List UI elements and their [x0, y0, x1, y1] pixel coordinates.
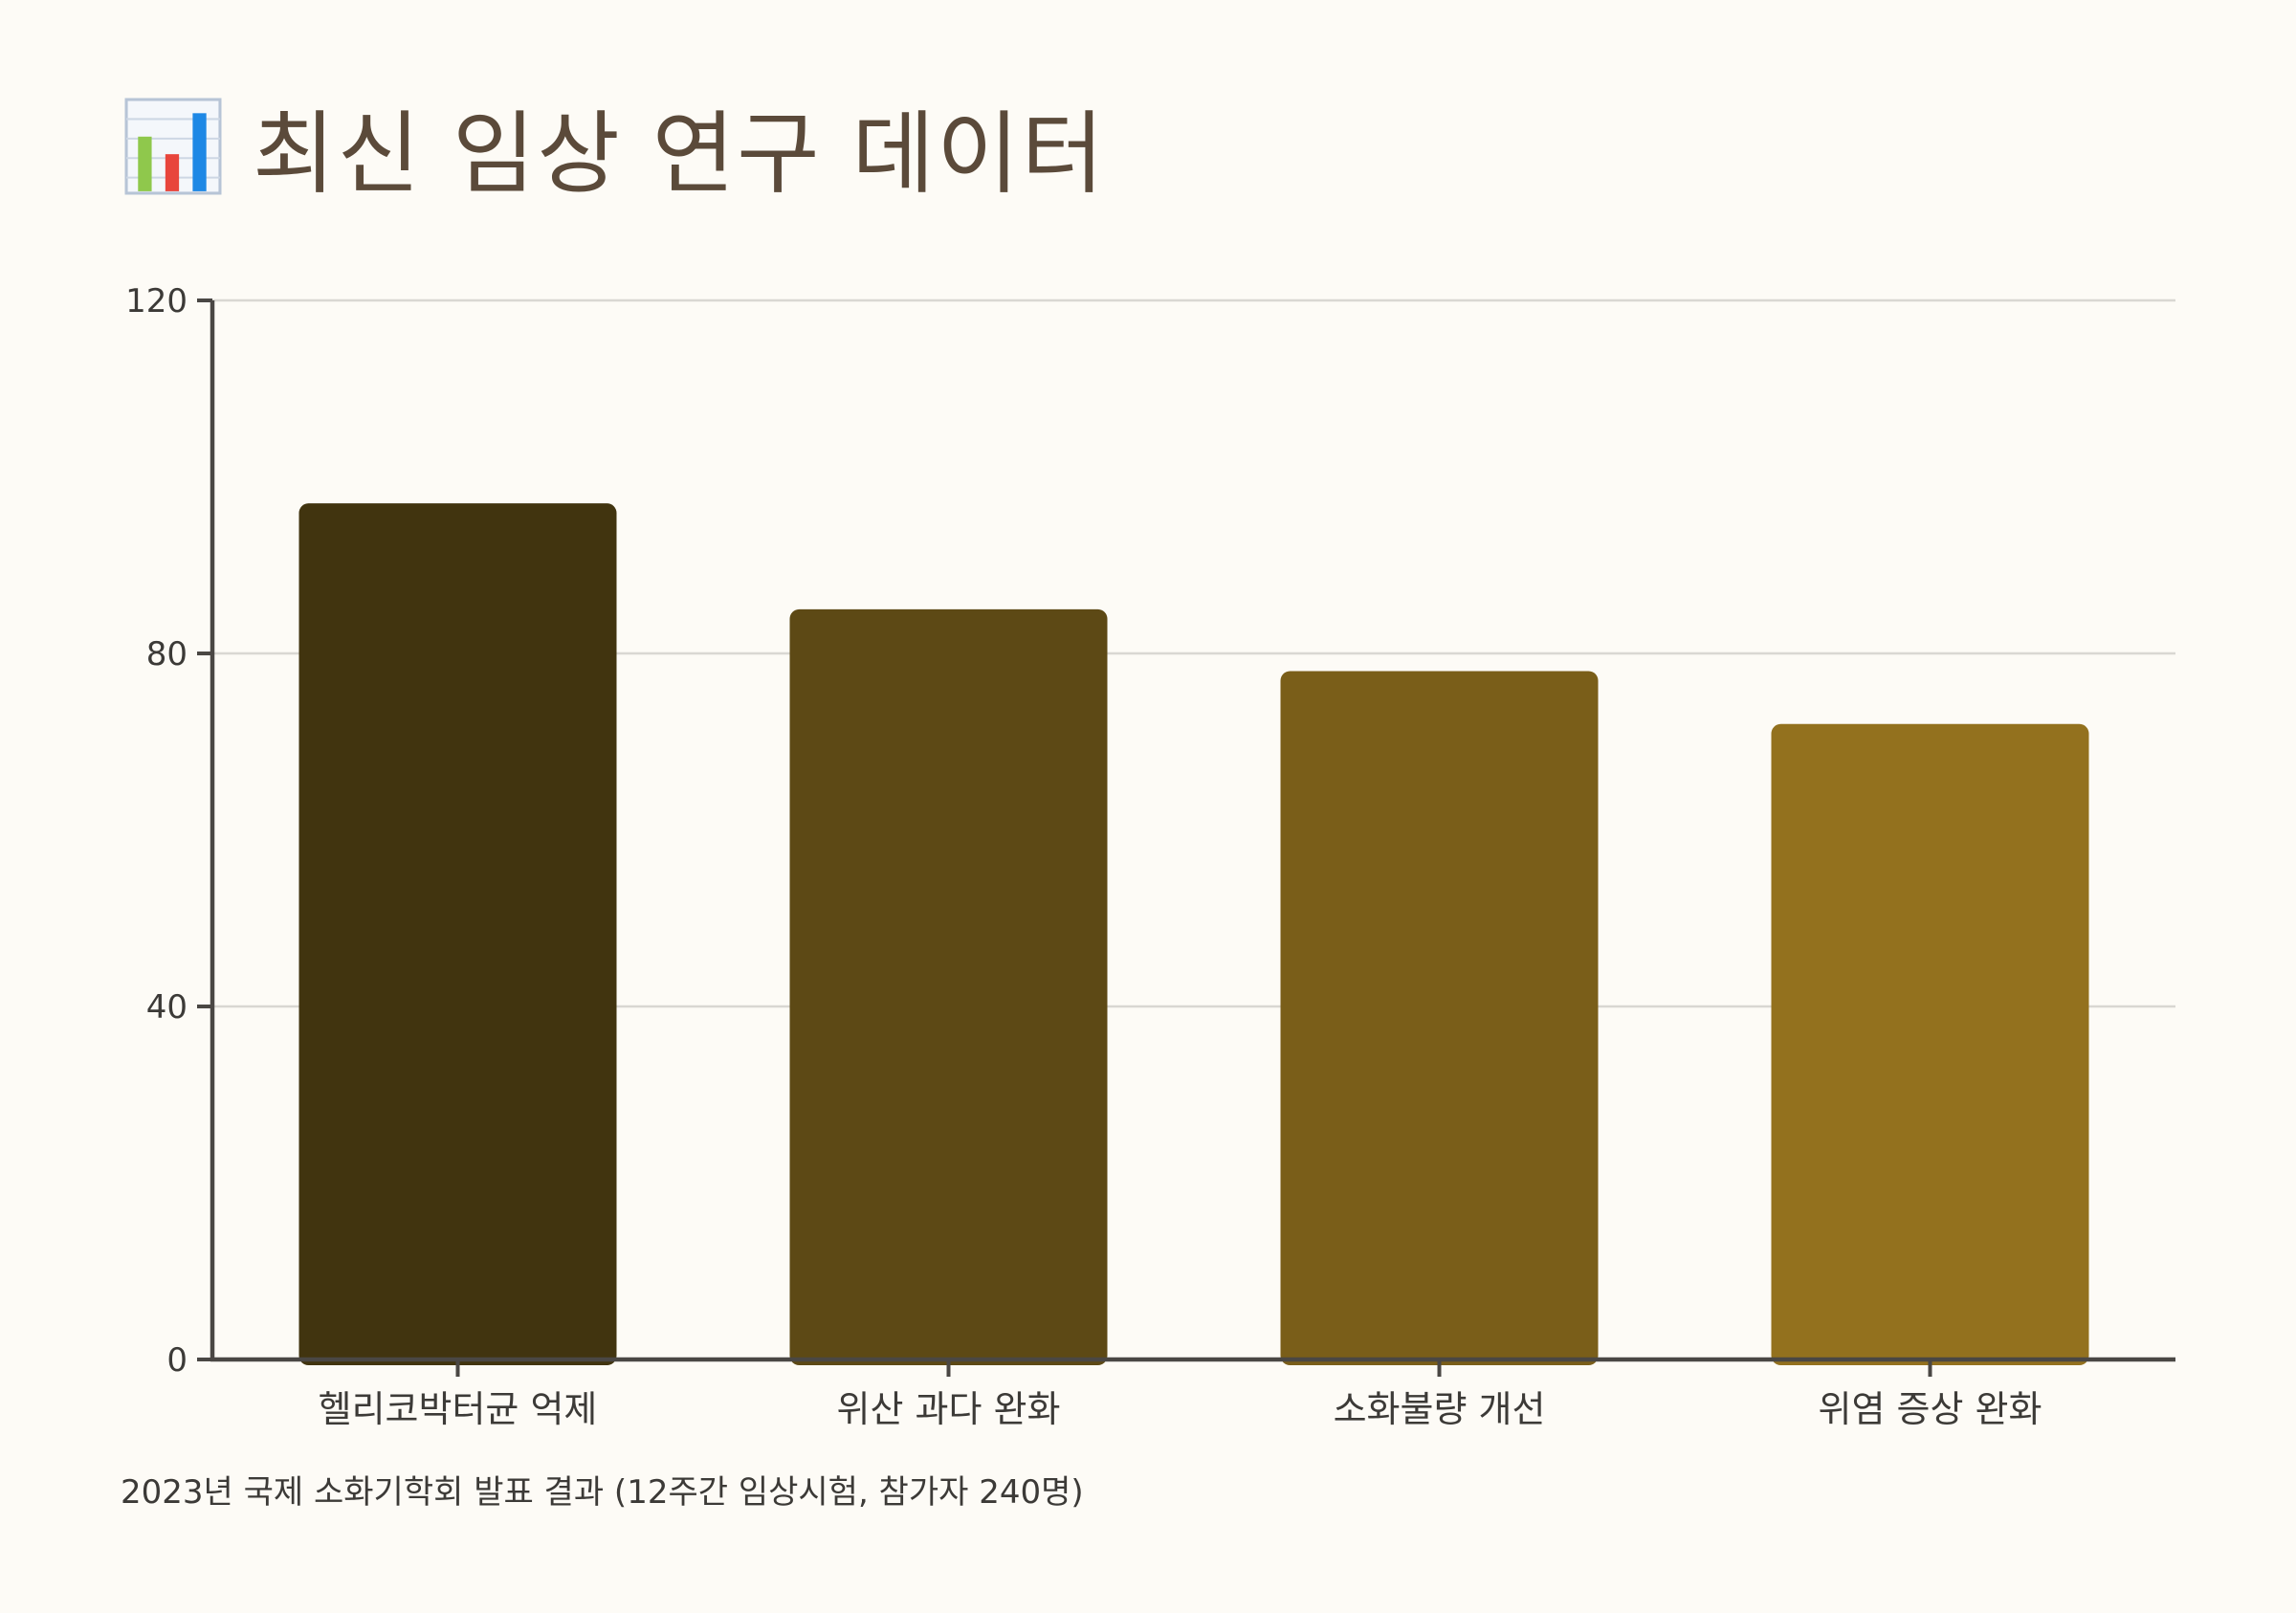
- x-category-label: 위산 과다 완화: [837, 1388, 1061, 1430]
- y-tick-label: 80: [146, 635, 188, 674]
- bar-chart-icon: [124, 98, 222, 195]
- bars: [298, 503, 2089, 1365]
- y-tick-label: 0: [166, 1341, 188, 1380]
- bar-3: [1280, 671, 1599, 1365]
- y-tick-label: 40: [146, 988, 188, 1027]
- page-title: 최신 임상 연구 데이터: [253, 102, 1106, 207]
- bar-1: [298, 503, 617, 1365]
- footnote: 2023년 국제 소화기학회 발표 결과 (12주간 임상시험, 참가자 240…: [121, 1473, 1084, 1512]
- x-category-label: 헬리코박터균 억제: [319, 1388, 598, 1430]
- x-category-label: 소화불량 개선: [1334, 1388, 1546, 1430]
- title-row: 최신 임상 연구 데이터: [124, 94, 1106, 207]
- axes: 0 40 80 120 헬리코박터균 억제 위산 과다 완화 소화불량 개선 위염 증상 완화: [125, 282, 2175, 1430]
- bar-2: [789, 608, 1108, 1365]
- bar-4: [1771, 723, 2089, 1365]
- x-category-label: 위염 증상 완화: [1819, 1388, 2042, 1430]
- y-tick-label: 120: [125, 282, 188, 320]
